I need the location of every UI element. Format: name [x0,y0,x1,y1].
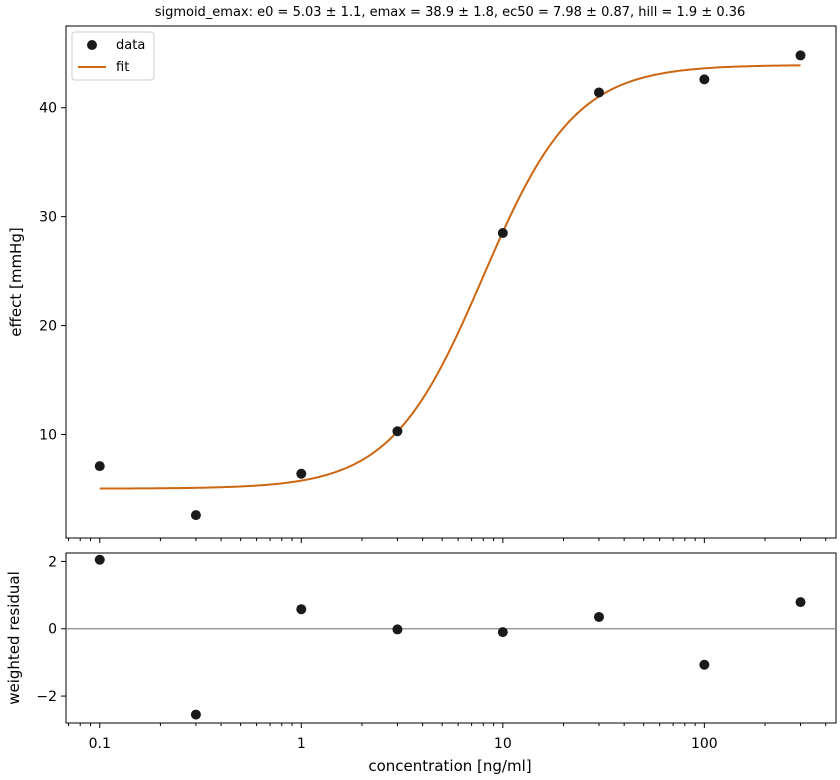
data-point [392,426,403,437]
data-point [190,510,201,521]
x-axis-label: concentration [ng/ml] [368,757,531,775]
residual-point [593,611,604,622]
x-tick-label: 1 [297,736,306,752]
residual-plot-area [65,552,837,724]
fit-x-ticks [68,538,827,543]
fit-curve [99,64,801,490]
fit-y-axis-label: effect [mmHg] [7,227,25,336]
fit-plot-marks [94,50,806,521]
legend-data-marker [87,40,97,50]
fit-plot-area [65,25,837,539]
data-point [296,468,307,479]
residual-y-axis-label: weighted residual [5,571,23,705]
residual-panel: −2 0 2 0.1 1 10 100 weighted residual concent… [5,552,837,775]
data-point [699,74,710,85]
fit-y-ticks: 10 20 30 40 [39,101,66,444]
x-tick-label: 100 [691,736,718,752]
x-tick-label: 10 [494,736,512,752]
fit-panel: 10 20 30 40 effect [mmHg] data fit [7,25,837,543]
fit-y-tick-label: 20 [39,319,57,335]
data-point [94,461,105,472]
residual-point [699,659,710,670]
residual-y-tick-label: −2 [36,689,57,705]
data-point [497,227,508,238]
residual-point [392,624,403,635]
residual-y-ticks: −2 0 2 [36,554,66,705]
data-point [593,87,604,98]
residual-plot-marks [66,554,836,720]
legend-fit-label: fit [116,60,129,75]
residual-y-tick-label: 2 [48,554,57,570]
data-point [795,50,806,61]
residual-point [296,604,307,615]
residual-x-ticks: 0.1 1 10 100 [68,723,827,752]
chart-title: sigmoid_emax: e0 = 5.03 ± 1.1, emax = 38… [155,5,746,20]
fit-y-tick-label: 40 [39,101,57,117]
x-tick-label: 0.1 [89,736,111,752]
legend-data-label: data [116,38,145,53]
residual-y-tick-label: 0 [48,622,57,638]
residual-point [190,709,201,720]
residual-point [94,554,105,565]
residual-point [795,597,806,608]
legend: data fit [71,31,155,81]
fit-y-tick-label: 10 [39,428,57,444]
fit-y-tick-label: 30 [39,210,57,226]
residual-point [497,627,508,638]
